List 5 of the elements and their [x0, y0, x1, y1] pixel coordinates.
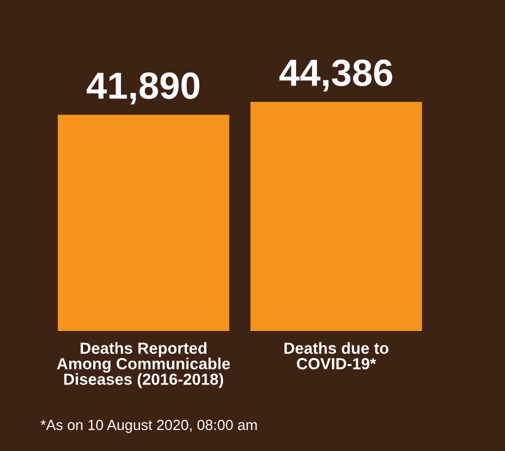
- x-tick-label: Deaths Reported Among Communicable Diseases (2016-2018): [56, 342, 230, 388]
- text: *As on 10 August 2020, 08:00 am: [40, 420, 257, 433]
- data-label: 41,890: [86, 72, 200, 104]
- data-label: 44,386: [279, 60, 392, 92]
- x-tick-label: Deaths due to COVID-19*: [284, 342, 388, 370]
